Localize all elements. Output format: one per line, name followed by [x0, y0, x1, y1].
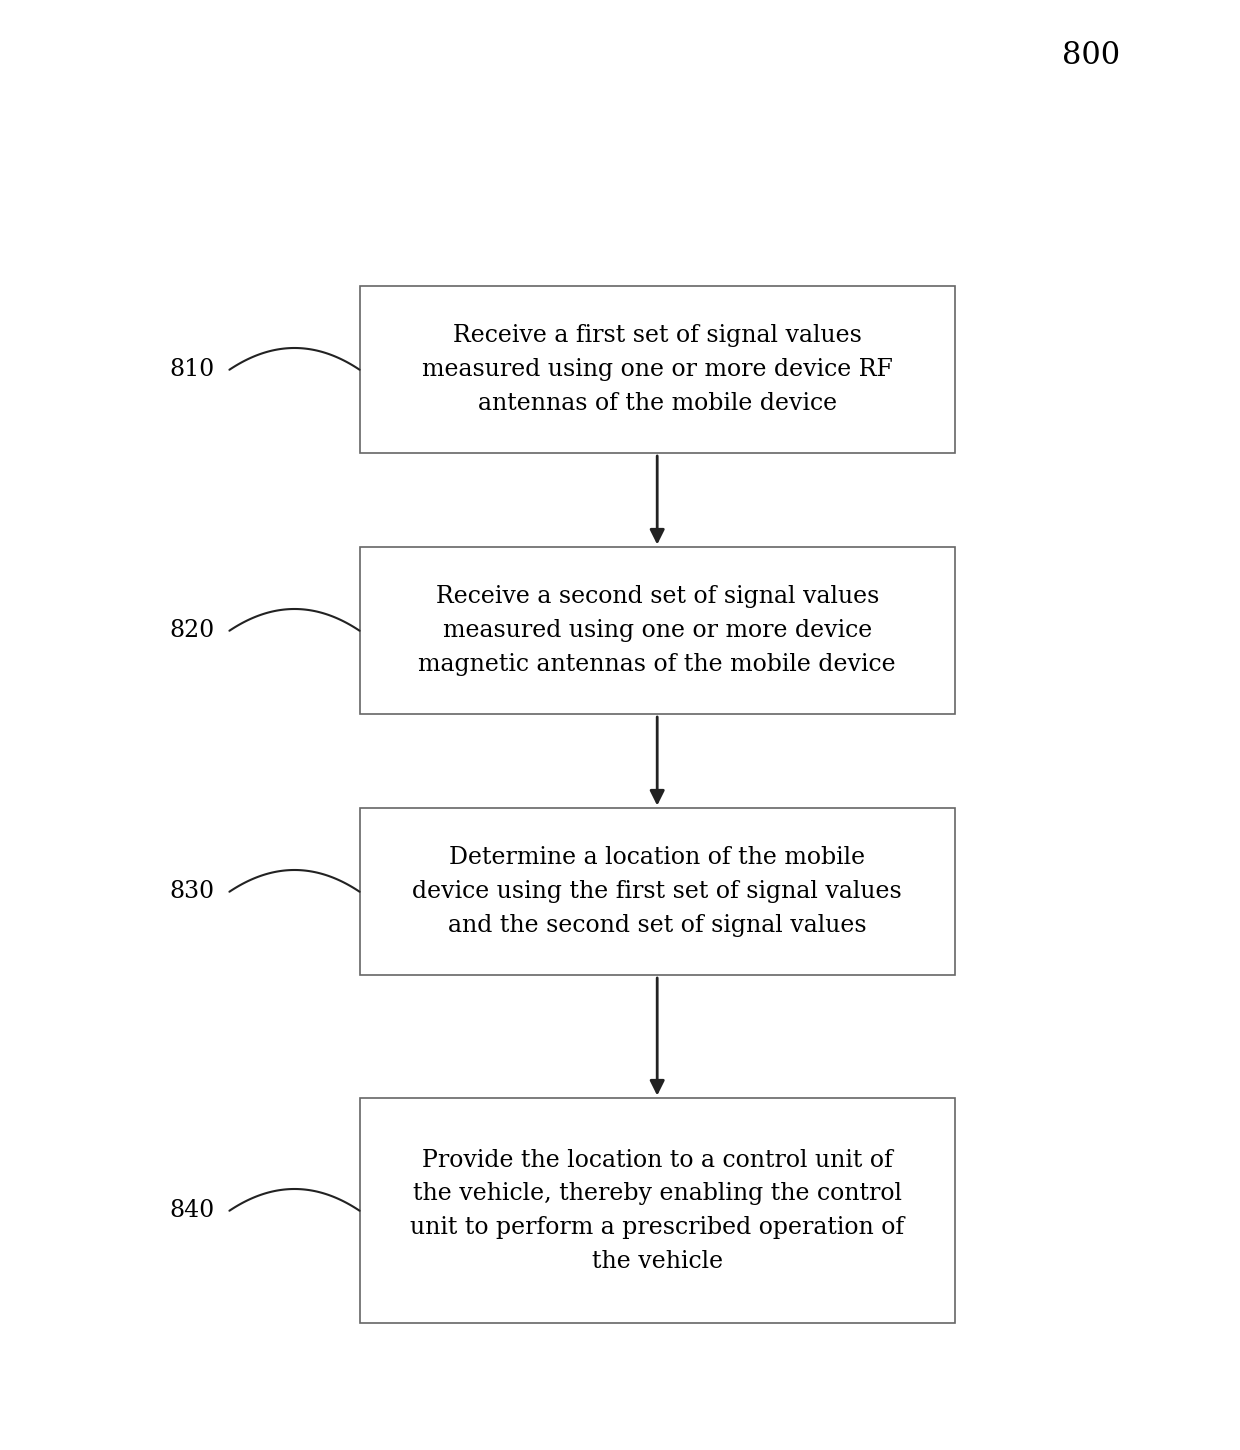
Text: Receive a second set of signal values
measured using one or more device
magnetic: Receive a second set of signal values me… — [418, 586, 897, 676]
Text: Determine a location of the mobile
device using the first set of signal values
a: Determine a location of the mobile devic… — [413, 847, 901, 937]
Text: 810: 810 — [170, 358, 215, 381]
Text: 820: 820 — [170, 619, 215, 642]
Text: 830: 830 — [170, 880, 215, 903]
Text: Receive a first set of signal values
measured using one or more device RF
antenn: Receive a first set of signal values mea… — [422, 325, 893, 415]
Text: 840: 840 — [170, 1199, 215, 1222]
Text: Provide the location to a control unit of
the vehicle, thereby enabling the cont: Provide the location to a control unit o… — [410, 1148, 904, 1273]
FancyBboxPatch shape — [360, 809, 955, 976]
FancyBboxPatch shape — [360, 548, 955, 715]
Text: 800: 800 — [1063, 39, 1120, 71]
FancyBboxPatch shape — [360, 1099, 955, 1322]
FancyBboxPatch shape — [360, 287, 955, 452]
